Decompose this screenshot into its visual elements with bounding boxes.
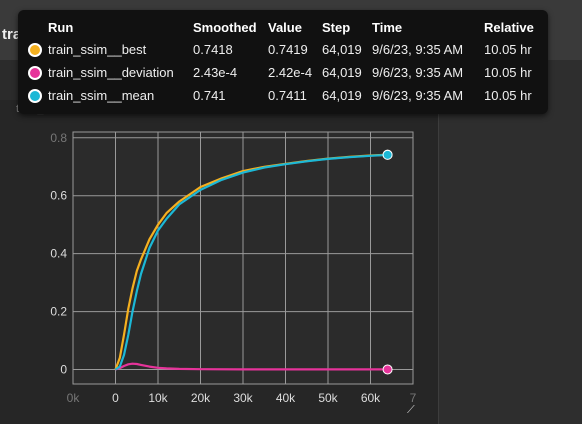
tooltip-header-relative: Relative [484, 20, 534, 35]
x-tick-label: 50k [318, 391, 338, 405]
tooltip-header-time: Time [372, 20, 403, 35]
chart-axes: 0k 0 10k 20k 30k 40k 50k 60k 700.20.40.60.8 [50, 131, 416, 405]
right-pane [438, 60, 582, 424]
series-line [115, 362, 388, 371]
tooltip-time: 9/6/23, 9:35 AM [372, 42, 464, 57]
tooltip-value: 2.42e-4 [268, 65, 313, 80]
y-tick-label: 0.8 [50, 131, 67, 145]
tooltip-smoothed: 0.741 [193, 88, 226, 103]
tooltip-header-run: Run [48, 20, 74, 35]
x-tick-label: 30k [233, 391, 253, 405]
series-end-point [382, 364, 393, 375]
tooltip-smoothed: 0.7418 [193, 42, 233, 57]
chart-grid [72, 131, 414, 385]
tooltip-step: 64,019 [322, 42, 362, 57]
x-tick-label: 10k [148, 391, 168, 405]
tooltip-smoothed: 2.43e-4 [193, 65, 238, 80]
tooltip-header-value: Value [268, 20, 302, 35]
tooltip-header-smoothed: Smoothed [193, 20, 257, 35]
tooltip-header-step: Step [322, 20, 351, 35]
tooltip-value: 0.7419 [268, 42, 308, 57]
x-tick-label: 60k [361, 391, 381, 405]
series-end-point [382, 149, 393, 160]
tooltip-run: train_ssim__mean [48, 88, 155, 103]
tooltip-run: train_ssim__deviation [48, 65, 174, 80]
line-chart[interactable]: 0k 0 10k 20k 30k 40k 50k 60k 700.20.40.60.8 [0, 100, 438, 424]
tooltip-relative: 10.05 hr [484, 42, 532, 57]
y-tick-label: 0.2 [50, 305, 67, 319]
tooltip-value: 0.7411 [268, 88, 307, 103]
x-tick-label: 20k [191, 391, 211, 405]
series-color-dot-icon [28, 89, 42, 103]
x-tick-label: 7 [410, 391, 417, 405]
y-tick-label: 0 [60, 363, 67, 377]
series-color-dot-icon [28, 66, 42, 80]
tooltip-step: 64,019 [322, 65, 362, 80]
x-tick-label: 0 [112, 391, 119, 405]
chart-markers [382, 149, 393, 375]
tooltip-time: 9/6/23, 9:35 AM [372, 65, 464, 80]
tooltip-step: 64,019 [322, 88, 362, 103]
tooltip-header-row: Run Smoothed Value Step Time Relative [18, 20, 548, 38]
tooltip-relative: 10.05 hr [484, 88, 532, 103]
tooltip-run: train_ssim__best [48, 42, 147, 57]
chart-tooltip: Run Smoothed Value Step Time Relative tr… [18, 10, 548, 114]
chart-series [114, 153, 388, 371]
resize-handle-icon[interactable]: ⟋ [407, 404, 415, 416]
x-tick-label: 40k [276, 391, 296, 405]
tooltip-relative: 10.05 hr [484, 65, 532, 80]
series-line [114, 153, 388, 371]
series-color-dot-icon [28, 43, 42, 57]
x-tick-label: 0k [67, 391, 81, 405]
tooltip-row: train_ssim__mean 0.741 0.7411 64,019 9/6… [18, 88, 548, 106]
y-tick-label: 0.6 [50, 189, 67, 203]
tooltip-time: 9/6/23, 9:35 AM [372, 88, 464, 103]
y-tick-label: 0.4 [50, 247, 67, 261]
tooltip-row: train_ssim__best 0.7418 0.7419 64,019 9/… [18, 42, 548, 60]
tooltip-row: train_ssim__deviation 2.43e-4 2.42e-4 64… [18, 65, 548, 83]
